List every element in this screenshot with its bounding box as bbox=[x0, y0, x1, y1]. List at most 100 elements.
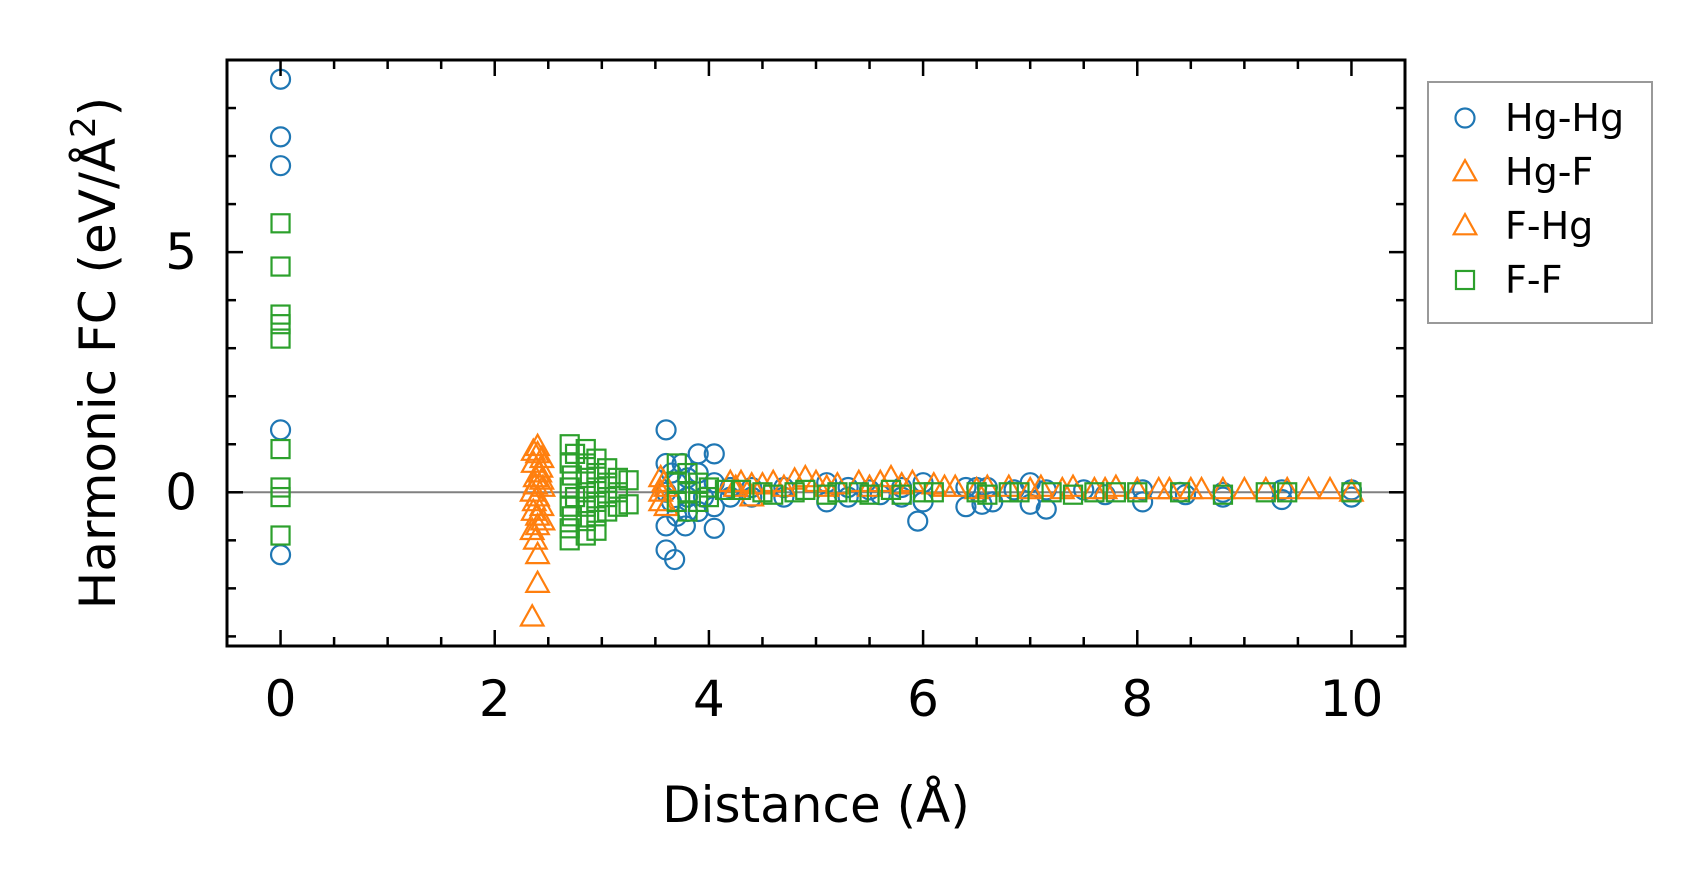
data-point bbox=[837, 476, 859, 499]
data-point bbox=[1017, 475, 1044, 500]
data-point bbox=[607, 496, 629, 517]
data-point bbox=[270, 328, 291, 349]
data-point bbox=[995, 473, 1022, 497]
data-point bbox=[773, 476, 795, 499]
data-point bbox=[575, 525, 596, 546]
y-tick-label: 0 bbox=[165, 463, 197, 521]
data-point bbox=[1145, 475, 1172, 500]
data-point bbox=[655, 419, 677, 441]
plot-frame bbox=[225, 58, 1407, 648]
data-point bbox=[763, 484, 784, 505]
data-point bbox=[524, 502, 551, 526]
data-point bbox=[880, 479, 902, 501]
legend-label: F-F bbox=[1505, 258, 1562, 302]
data-point bbox=[703, 443, 725, 465]
y-tick-label: 5 bbox=[165, 223, 197, 281]
data-point bbox=[977, 484, 998, 505]
data-point bbox=[586, 506, 607, 527]
data-point bbox=[848, 482, 869, 503]
data-point bbox=[688, 472, 709, 493]
data-point bbox=[688, 491, 709, 513]
x-tick-label: 10 bbox=[1320, 670, 1384, 728]
data-point bbox=[586, 520, 607, 541]
data-point bbox=[559, 518, 580, 539]
data-point bbox=[784, 482, 805, 503]
data-point bbox=[888, 470, 915, 495]
data-point bbox=[1073, 479, 1095, 501]
legend-marker bbox=[1451, 157, 1479, 182]
data-point bbox=[1341, 482, 1362, 503]
data-point bbox=[923, 482, 944, 503]
data-point bbox=[522, 470, 549, 495]
data-point bbox=[703, 517, 725, 539]
data-point bbox=[618, 470, 639, 491]
data-point bbox=[719, 486, 741, 508]
x-tick-label: 6 bbox=[907, 670, 939, 728]
legend-label: Hg-Hg bbox=[1505, 96, 1624, 140]
data-point bbox=[1035, 498, 1057, 520]
data-point bbox=[528, 466, 555, 490]
data-point bbox=[714, 479, 736, 501]
series-f-f bbox=[270, 213, 1362, 551]
data-point bbox=[647, 487, 674, 512]
data-point bbox=[912, 482, 934, 503]
data-point bbox=[674, 515, 696, 537]
data-point bbox=[752, 482, 773, 503]
data-point bbox=[1174, 484, 1197, 506]
data-point bbox=[1209, 475, 1237, 500]
data-point bbox=[1127, 482, 1148, 503]
data-point bbox=[269, 155, 292, 177]
data-point bbox=[1277, 482, 1298, 503]
data-point bbox=[966, 482, 987, 503]
data-point bbox=[519, 603, 546, 627]
data-point bbox=[1316, 475, 1344, 500]
data-point bbox=[877, 463, 905, 488]
data-point bbox=[816, 484, 837, 505]
data-point bbox=[845, 468, 872, 493]
data-point bbox=[1231, 475, 1258, 500]
data-point bbox=[1062, 484, 1084, 505]
data-point bbox=[1252, 475, 1279, 500]
data-point bbox=[1169, 482, 1191, 503]
data-point bbox=[907, 510, 929, 532]
x-tick-label: 0 bbox=[265, 670, 297, 728]
data-point bbox=[827, 482, 848, 503]
x-axis-title: Distance (Å) bbox=[662, 776, 970, 834]
data-point bbox=[1092, 475, 1119, 500]
data-point bbox=[270, 213, 291, 234]
data-point bbox=[1255, 482, 1276, 503]
tick-labels-layer: 0 2 4 6 8 10 0 5 bbox=[165, 223, 1383, 728]
data-point bbox=[524, 540, 551, 565]
data-point bbox=[618, 494, 639, 515]
data-point bbox=[1274, 475, 1301, 500]
data-point bbox=[270, 525, 291, 546]
data-point bbox=[520, 437, 547, 461]
legend-label: F-Hg bbox=[1505, 204, 1593, 248]
data-point bbox=[730, 479, 752, 501]
legend-marker bbox=[1454, 107, 1476, 129]
data-point bbox=[998, 482, 1019, 503]
legend-marker bbox=[1451, 211, 1479, 236]
data-point bbox=[664, 548, 686, 571]
data-point bbox=[1124, 475, 1151, 500]
data-point bbox=[270, 438, 291, 460]
data-point bbox=[607, 467, 629, 489]
data-point bbox=[931, 473, 958, 497]
data-point bbox=[1105, 482, 1126, 503]
data-point bbox=[741, 486, 763, 508]
x-tick-label: 2 bbox=[479, 670, 511, 728]
data-points-layer bbox=[269, 68, 1365, 627]
legend: Hg-Hg Hg-F F-Hg F-F bbox=[1427, 81, 1653, 324]
legend-label: Hg-F bbox=[1505, 150, 1593, 194]
legend-marker bbox=[1454, 269, 1476, 291]
data-point bbox=[891, 484, 912, 505]
data-point bbox=[650, 468, 678, 493]
data-point bbox=[1271, 488, 1293, 511]
data-point bbox=[1295, 475, 1322, 500]
data-point bbox=[597, 501, 618, 522]
data-point bbox=[559, 453, 580, 474]
legend-item: F-F bbox=[1454, 258, 1562, 302]
data-point bbox=[722, 473, 749, 497]
data-point bbox=[1049, 475, 1076, 500]
data-point bbox=[859, 484, 880, 505]
